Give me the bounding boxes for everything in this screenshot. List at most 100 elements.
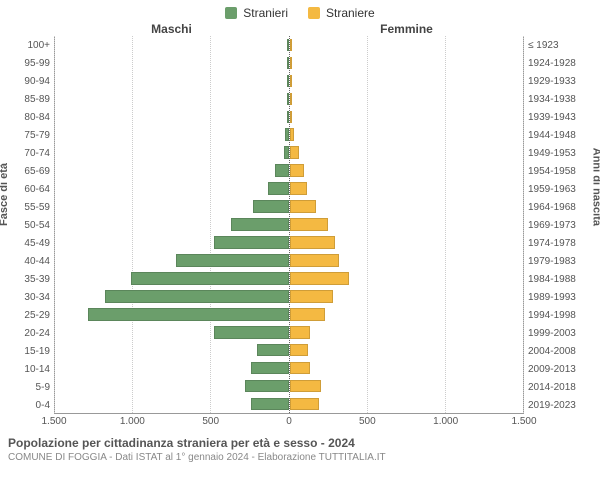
male-bar <box>105 290 289 303</box>
male-bar <box>251 398 288 411</box>
age-label: 5-9 <box>6 378 54 396</box>
female-bar <box>290 93 292 106</box>
female-bar <box>290 182 307 195</box>
birthyear-label: 2019-2023 <box>524 396 594 414</box>
age-label: 30-34 <box>6 288 54 306</box>
x-tick-label: 1.000 <box>120 416 145 427</box>
legend-male: Stranieri <box>225 6 288 20</box>
male-bar <box>245 380 289 393</box>
male-bar <box>88 308 289 321</box>
female-bar <box>290 398 320 411</box>
x-tick-label: 500 <box>359 416 376 427</box>
female-bar <box>290 39 292 52</box>
female-bar <box>290 290 334 303</box>
age-label: 35-39 <box>6 270 54 288</box>
birthyear-label: 1934-1938 <box>524 90 594 108</box>
birthyear-label: 1924-1928 <box>524 54 594 72</box>
x-tick-label: 0 <box>286 416 292 427</box>
age-label: 85-89 <box>6 90 54 108</box>
male-bar <box>214 236 289 249</box>
x-tick-label: 1.500 <box>41 416 66 427</box>
male-bar <box>253 200 289 213</box>
male-bar <box>214 326 289 339</box>
age-label: 25-29 <box>6 306 54 324</box>
female-bar <box>290 272 349 285</box>
male-bar <box>268 182 288 195</box>
age-label: 60-64 <box>6 180 54 198</box>
age-label: 10-14 <box>6 360 54 378</box>
age-label: 20-24 <box>6 324 54 342</box>
female-bar <box>290 57 292 70</box>
female-bar <box>290 146 299 159</box>
legend-female-label: Straniere <box>326 6 375 20</box>
male-half <box>55 36 290 413</box>
birthyear-label: 1969-1973 <box>524 216 594 234</box>
female-bar <box>290 200 316 213</box>
birthyear-label: 1944-1948 <box>524 126 594 144</box>
header-female: Femmine <box>289 22 524 36</box>
y-axis-right-title: Anni di nascita <box>590 148 600 226</box>
x-tick-label: 500 <box>202 416 219 427</box>
female-bar <box>290 128 295 141</box>
male-bar <box>275 164 289 177</box>
male-bar <box>284 146 289 159</box>
age-label: 70-74 <box>6 144 54 162</box>
age-label: 55-59 <box>6 198 54 216</box>
legend-male-swatch <box>225 7 237 19</box>
male-bar <box>257 344 288 357</box>
female-bar <box>290 75 292 88</box>
age-label: 45-49 <box>6 234 54 252</box>
female-bar <box>290 236 335 249</box>
x-axis: 500 1.000 1.500 0 500 1.000 1.500 <box>6 416 594 430</box>
female-bar <box>290 326 310 339</box>
birthyear-label: 1964-1968 <box>524 198 594 216</box>
male-bar <box>287 93 289 106</box>
age-label: 90-94 <box>6 72 54 90</box>
female-bar <box>290 308 326 321</box>
age-label: 100+ <box>6 36 54 54</box>
header-male: Maschi <box>54 22 289 36</box>
legend-female-swatch <box>308 7 320 19</box>
birthyear-label: 1974-1978 <box>524 234 594 252</box>
x-tick-label: 1.000 <box>433 416 458 427</box>
male-bar <box>251 362 288 375</box>
birthyear-label: 2004-2008 <box>524 342 594 360</box>
birthyear-label: 1979-1983 <box>524 252 594 270</box>
y-axis-left-title: Fasce di età <box>0 163 10 226</box>
female-half <box>290 36 524 413</box>
age-label: 75-79 <box>6 126 54 144</box>
legend: Stranieri Straniere <box>0 0 600 22</box>
birthyear-label: 1929-1933 <box>524 72 594 90</box>
birthyear-label: 1939-1943 <box>524 108 594 126</box>
birthyear-label: 1994-1998 <box>524 306 594 324</box>
birthyear-label: 1954-1958 <box>524 162 594 180</box>
y-axis-age-labels: 100+95-9990-9485-8980-8475-7970-7465-696… <box>6 36 54 414</box>
chart-footer: Popolazione per cittadinanza straniera p… <box>0 430 600 463</box>
male-bar <box>287 57 289 70</box>
female-bar <box>290 218 329 231</box>
male-bar <box>287 111 289 124</box>
male-bar <box>285 128 288 141</box>
birthyear-label: 2014-2018 <box>524 378 594 396</box>
birthyear-label: 1959-1963 <box>524 180 594 198</box>
birthyear-label: 1999-2003 <box>524 324 594 342</box>
age-label: 15-19 <box>6 342 54 360</box>
female-bar <box>290 111 292 124</box>
age-label: 50-54 <box>6 216 54 234</box>
birthyear-label: 2009-2013 <box>524 360 594 378</box>
birthyear-label: ≤ 1923 <box>524 36 594 54</box>
column-headers: Maschi Femmine <box>6 22 594 36</box>
age-label: 95-99 <box>6 54 54 72</box>
age-label: 65-69 <box>6 162 54 180</box>
x-tick-label: 1.500 <box>511 416 536 427</box>
birthyear-label: 1949-1953 <box>524 144 594 162</box>
chart-title: Popolazione per cittadinanza straniera p… <box>8 436 592 450</box>
female-bar <box>290 164 304 177</box>
female-bar <box>290 254 340 267</box>
male-bar <box>176 254 288 267</box>
female-bar <box>290 362 310 375</box>
legend-male-label: Stranieri <box>243 6 288 20</box>
age-label: 0-4 <box>6 396 54 414</box>
age-label: 40-44 <box>6 252 54 270</box>
birthyear-label: 1989-1993 <box>524 288 594 306</box>
